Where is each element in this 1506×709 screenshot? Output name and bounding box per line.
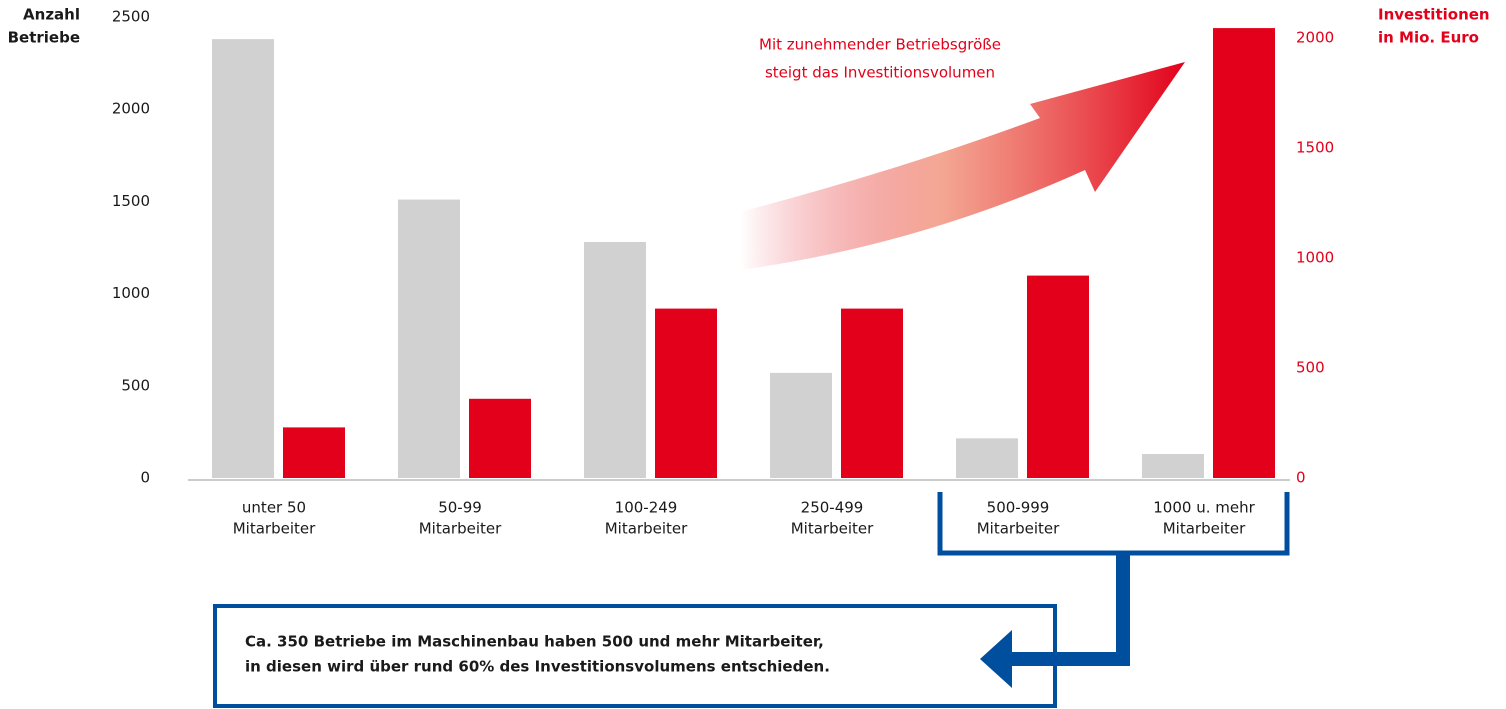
bar bbox=[1213, 28, 1275, 478]
y-axis-title: Anzahl bbox=[23, 6, 80, 24]
bar bbox=[655, 308, 717, 478]
x-tick-label: Mitarbeiter bbox=[977, 520, 1060, 538]
x-tick-label: 100-249 bbox=[615, 499, 678, 517]
bracket bbox=[937, 492, 1290, 666]
y-tick-label: 1500 bbox=[112, 192, 150, 210]
y-tick-label: 0 bbox=[140, 469, 150, 487]
x-tick-label: Mitarbeiter bbox=[419, 520, 502, 538]
x-tick-label: unter 50 bbox=[242, 499, 306, 517]
bar bbox=[1142, 454, 1204, 478]
callout-arrowhead bbox=[980, 630, 1012, 688]
y-tick-label: 1000 bbox=[112, 284, 150, 302]
annotation: steigt das Investitionsvolumen bbox=[765, 64, 995, 82]
y2-tick-label: 0 bbox=[1296, 469, 1306, 487]
x-tick-label: Mitarbeiter bbox=[233, 520, 316, 538]
y2-tick-label: 500 bbox=[1296, 359, 1325, 377]
y2-tick-label: 1500 bbox=[1296, 139, 1334, 157]
callout-text: in diesen wird über rund 60% des Investi… bbox=[245, 658, 830, 676]
x-tick-label: Mitarbeiter bbox=[605, 520, 688, 538]
x-tick-label: 500-999 bbox=[987, 499, 1050, 517]
bar bbox=[398, 199, 460, 478]
y-axis-title: Betriebe bbox=[8, 29, 80, 47]
callout-box bbox=[213, 604, 1057, 708]
trend-arrow bbox=[740, 62, 1185, 270]
bar bbox=[770, 372, 832, 478]
x-tick-label: Mitarbeiter bbox=[1163, 520, 1246, 538]
bar bbox=[1027, 275, 1089, 478]
bar bbox=[956, 438, 1018, 478]
y-tick-label: 2000 bbox=[112, 100, 150, 118]
bar bbox=[212, 39, 274, 479]
bar bbox=[469, 398, 531, 478]
x-tick-label: 50-99 bbox=[438, 499, 482, 517]
x-tick-label: 250-499 bbox=[801, 499, 864, 517]
bar bbox=[584, 241, 646, 478]
bar bbox=[283, 427, 345, 478]
x-tick-label: Mitarbeiter bbox=[791, 520, 874, 538]
y2-tick-label: 1000 bbox=[1296, 249, 1334, 267]
y-tick-label: 2500 bbox=[112, 8, 150, 26]
callout-text: Ca. 350 Betriebe im Maschinenbau haben 5… bbox=[245, 633, 824, 651]
annotation: Mit zunehmender Betriebsgröße bbox=[759, 36, 1001, 54]
y2-tick-label: 2000 bbox=[1296, 29, 1334, 47]
y2-axis-title: Investitionen bbox=[1378, 6, 1490, 24]
bar bbox=[841, 308, 903, 478]
y-tick-label: 500 bbox=[121, 376, 150, 394]
y2-axis-title: in Mio. Euro bbox=[1378, 29, 1479, 47]
x-tick-label: 1000 u. mehr bbox=[1153, 499, 1255, 517]
